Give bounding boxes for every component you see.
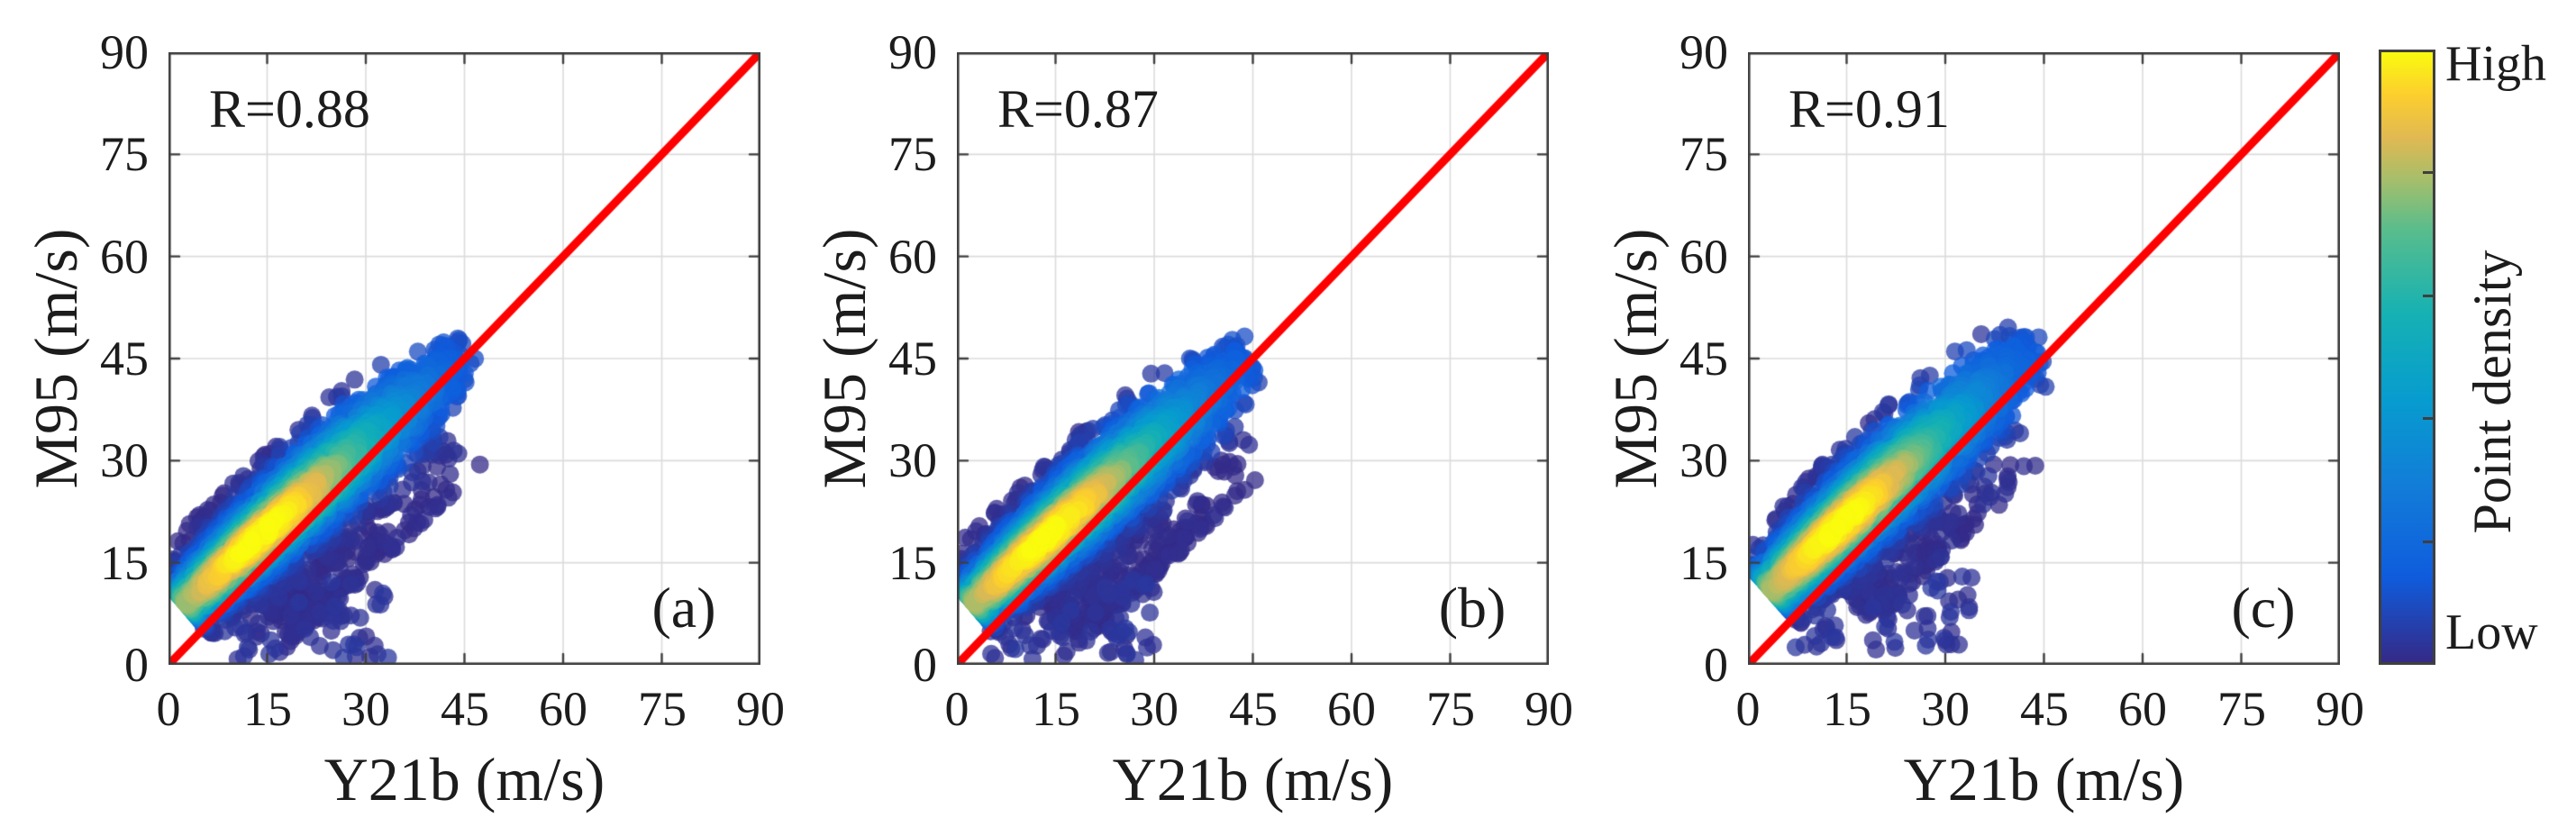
x-tick-label: 45: [441, 682, 489, 736]
y-tick-label: 30: [1679, 433, 1728, 487]
y-tick-label: 60: [1679, 230, 1728, 284]
y-tick-label: 15: [100, 536, 149, 590]
x-tick-label: 0: [1735, 682, 1761, 736]
y-tick-label: 0: [124, 638, 149, 692]
panel-letter: (a): [651, 576, 716, 640]
scatter-panel-a: M95 (m/s) 0 15 30 45 60 75 90 R=0.88 (a) 0 15 30…: [6, 0, 799, 836]
x-tick-label: 15: [243, 682, 292, 736]
y-tick-label: 75: [100, 127, 149, 181]
plot-area: R=0.87 (b): [957, 52, 1549, 665]
x-tick-label: 15: [1032, 682, 1080, 736]
x-tick-label: 75: [638, 682, 687, 736]
y-tick-label: 30: [888, 433, 937, 487]
correlation-annotation: R=0.87: [997, 79, 1159, 139]
colorbar-tick: [2423, 171, 2433, 174]
y-tick-label: 60: [888, 230, 937, 284]
y-tick-label: 60: [100, 230, 149, 284]
x-tick-label: 30: [1130, 682, 1179, 736]
x-tick-label: 60: [539, 682, 587, 736]
y-tick-label: 15: [1679, 536, 1728, 590]
x-tick-label: 15: [1823, 682, 1871, 736]
y-tick-label: 15: [888, 536, 937, 590]
colorbar-tick: [2423, 295, 2433, 297]
scatter-canvas: [168, 52, 760, 665]
y-tick-label: 45: [888, 332, 937, 386]
colorbar-high-label: High: [2445, 36, 2546, 92]
scatter-panel-c: M95 (m/s) 0 15 30 45 60 75 90 R=0.91 (c) 0 15 30…: [1586, 0, 2379, 836]
panel-letter: (b): [1438, 576, 1506, 640]
scatter-panel-b: M95 (m/s) 0 15 30 45 60 75 90 R=0.87 (b) 0 15 30…: [795, 0, 1588, 836]
colorbar-tick: [2423, 417, 2433, 420]
colorbar-gradient: [2379, 50, 2435, 665]
colorbar: High Point density Low: [2379, 36, 2576, 734]
y-tick-label: 90: [888, 25, 937, 79]
x-axis-label: Y21b (m/s): [1112, 745, 1394, 813]
plot-area: R=0.91 (c): [1748, 52, 2340, 665]
y-tick-label: 45: [1679, 332, 1728, 386]
x-tick-label: 60: [2118, 682, 2167, 736]
colorbar-tick: [2423, 541, 2433, 543]
y-tick-label: 75: [888, 127, 937, 181]
x-tick-label: 0: [156, 682, 181, 736]
x-tick-label: 45: [2020, 682, 2069, 736]
plot-area: R=0.88 (a): [168, 52, 760, 665]
y-tick-label: 45: [100, 332, 149, 386]
x-tick-label: 75: [2217, 682, 2266, 736]
colorbar-title: Point density: [2462, 250, 2522, 534]
x-tick-label: 45: [1229, 682, 1278, 736]
x-axis-label: Y21b (m/s): [323, 745, 605, 813]
x-tick-label: 30: [341, 682, 390, 736]
x-tick-label: 90: [2316, 682, 2364, 736]
panel-letter: (c): [2231, 576, 2296, 640]
scatter-canvas: [1748, 52, 2340, 665]
correlation-annotation: R=0.91: [1789, 79, 1950, 139]
y-tick-label: 0: [1704, 638, 1728, 692]
x-tick-label: 75: [1426, 682, 1475, 736]
x-tick-label: 90: [736, 682, 785, 736]
y-tick-label: 90: [1679, 25, 1728, 79]
x-tick-label: 90: [1525, 682, 1573, 736]
correlation-annotation: R=0.88: [209, 79, 370, 139]
x-tick-label: 0: [944, 682, 969, 736]
x-tick-label: 60: [1327, 682, 1376, 736]
x-tick-label: 30: [1921, 682, 1970, 736]
y-tick-label: 90: [100, 25, 149, 79]
y-tick-label: 75: [1679, 127, 1728, 181]
y-tick-label: 0: [913, 638, 937, 692]
scatter-canvas: [957, 52, 1549, 665]
y-tick-label: 30: [100, 433, 149, 487]
x-axis-label: Y21b (m/s): [1903, 745, 2185, 813]
colorbar-low-label: Low: [2445, 604, 2538, 660]
